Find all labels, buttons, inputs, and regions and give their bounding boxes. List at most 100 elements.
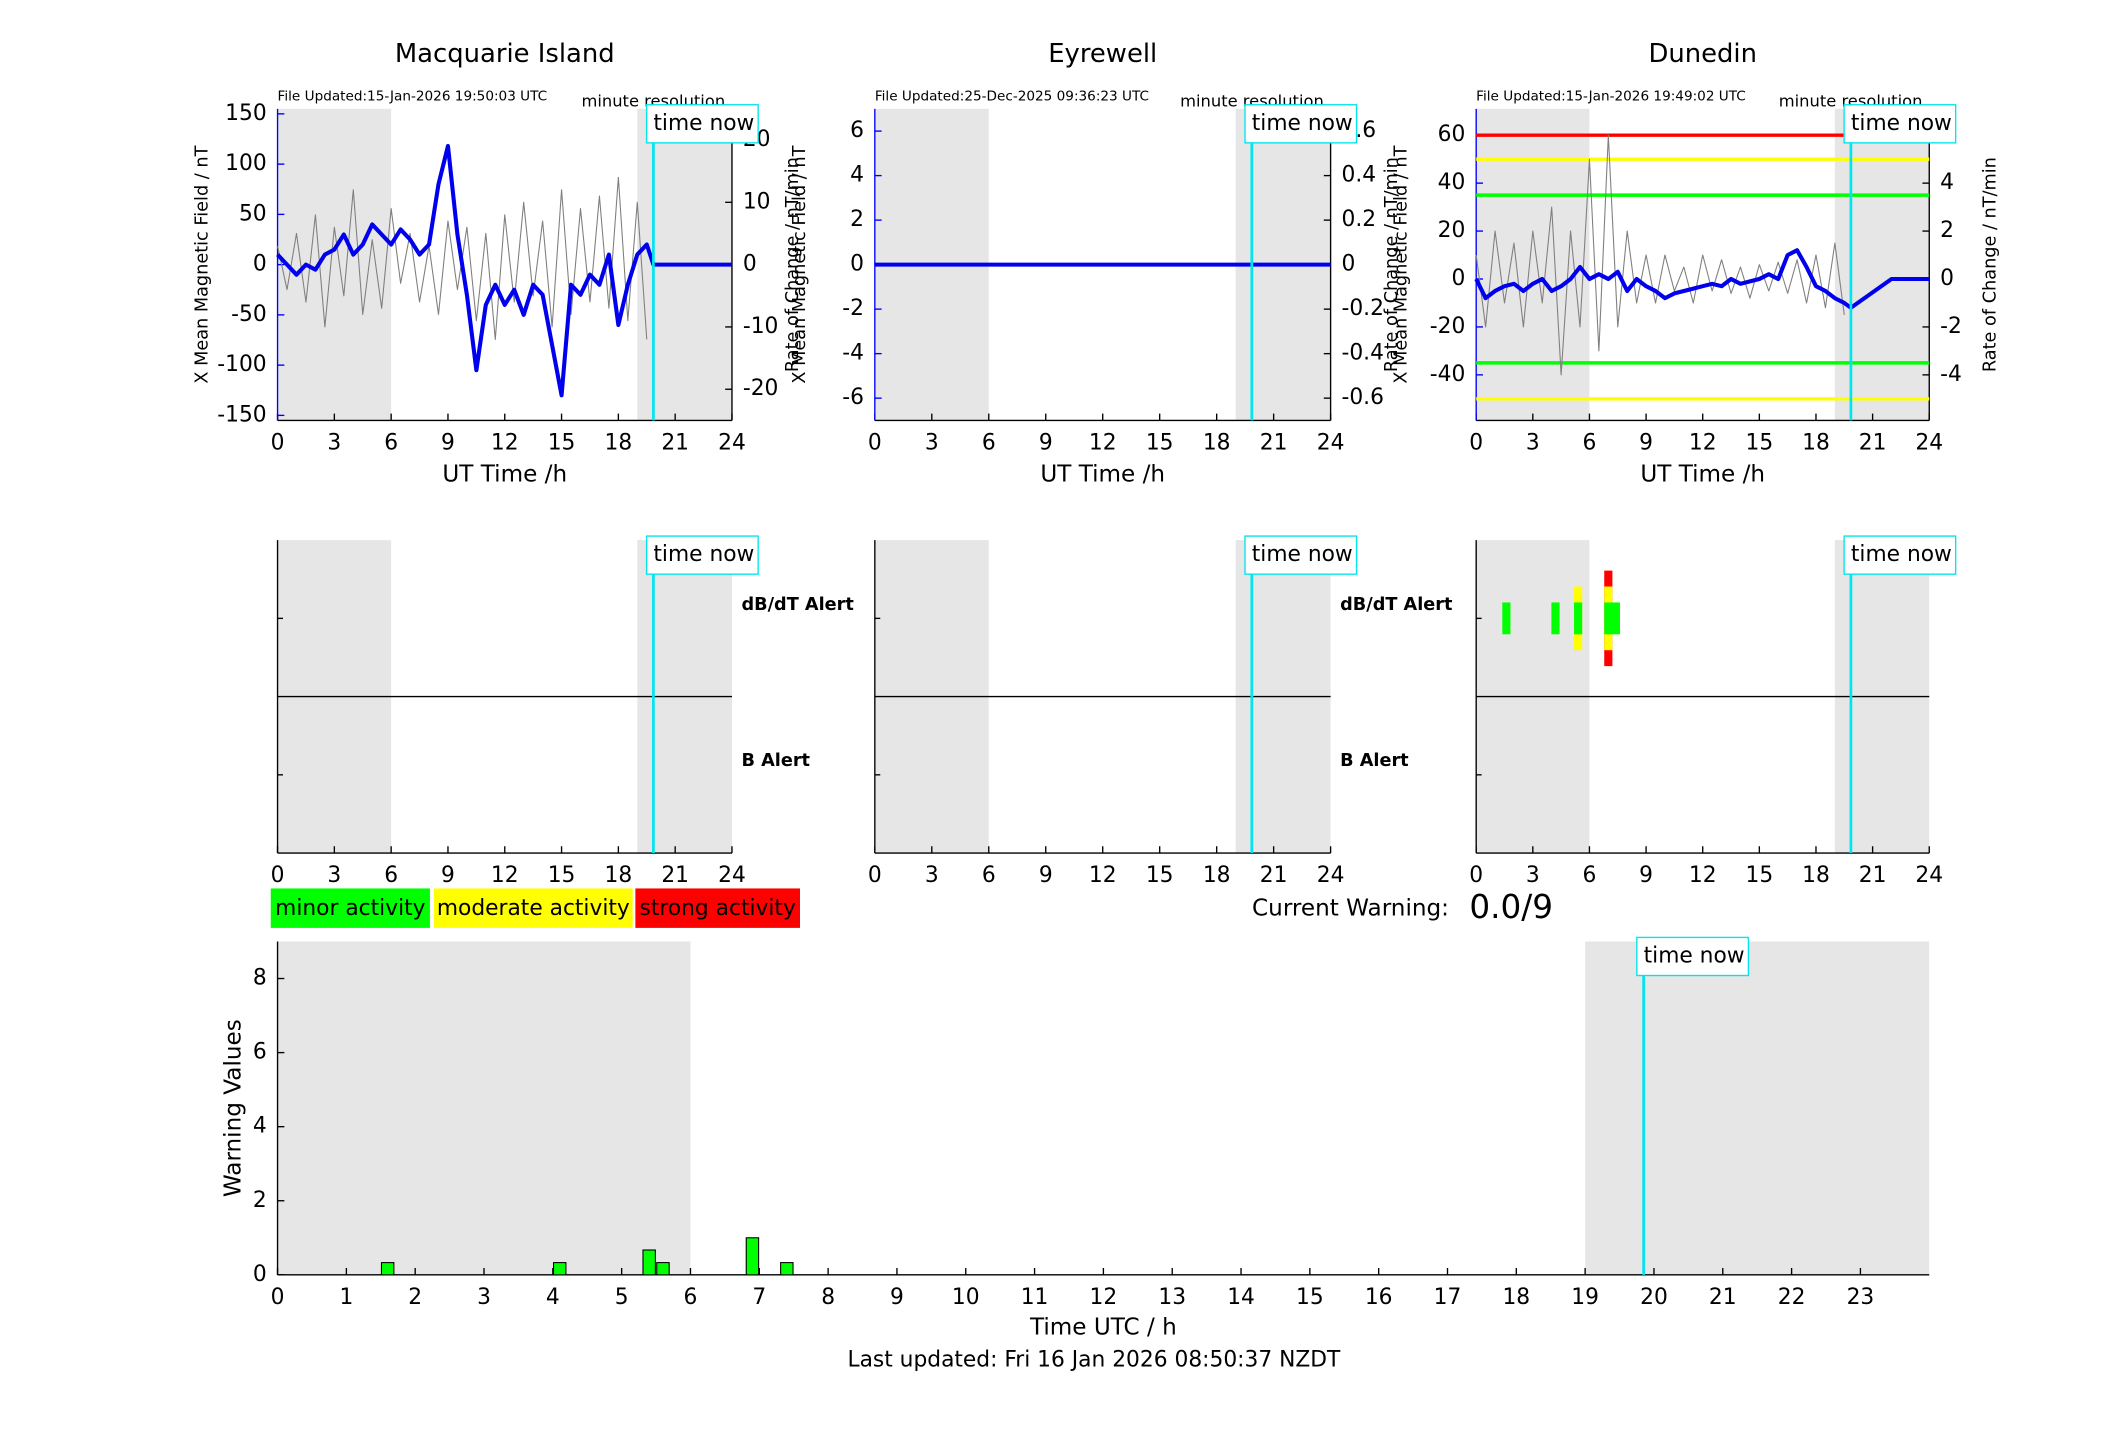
time-now-box bbox=[1244, 104, 1358, 144]
x-tick-label: 10 bbox=[952, 1285, 980, 1310]
x-tick-label: 12 bbox=[1089, 431, 1117, 456]
y-axis-label: Rate of Change / nT/min bbox=[783, 157, 803, 372]
legend-swatch bbox=[270, 888, 430, 928]
bar bbox=[552, 1262, 567, 1276]
file-updated: File Updated:15-Jan-2026 19:50:03 UTC bbox=[278, 89, 548, 105]
y-tick-label: -20 bbox=[1430, 314, 1466, 339]
alert-row-label: dB/dT Alert bbox=[741, 595, 854, 615]
x-tick-label: 0 bbox=[271, 863, 285, 888]
y2-tick-label: 10 bbox=[743, 189, 771, 214]
night-band bbox=[1834, 108, 1930, 421]
y2-tick-label: 2 bbox=[1940, 218, 1954, 243]
file-updated: File Updated:15-Jan-2026 19:49:02 UTC bbox=[1476, 89, 1746, 105]
series-line bbox=[1475, 134, 1845, 376]
bar bbox=[642, 1249, 656, 1276]
x-tick-label: 9 bbox=[1039, 431, 1053, 456]
current-warning-value: 0.0/9 bbox=[1469, 888, 1553, 926]
y-axis-label: X Mean Magnetic Field / nT bbox=[193, 145, 213, 383]
y-tick-label: -100 bbox=[217, 352, 266, 377]
y-tick-label: 40 bbox=[1438, 170, 1466, 195]
y-axis-label: Rate of Change / nT/min bbox=[1382, 157, 1402, 372]
y-tick-label: 8 bbox=[253, 966, 267, 991]
y-axis-label: X Mean Magnetic Field / nT bbox=[1391, 145, 1411, 383]
x-tick-label: 0 bbox=[271, 1285, 285, 1310]
x-tick-label: 24 bbox=[718, 431, 746, 456]
x-tick-label: 24 bbox=[1915, 863, 1943, 888]
x-tick-label: 18 bbox=[605, 863, 633, 888]
y-tick-label: 100 bbox=[225, 151, 267, 176]
x-tick-label: 6 bbox=[684, 1285, 698, 1310]
x-tick-label: 18 bbox=[1502, 1285, 1530, 1310]
time-now-label: time now bbox=[1252, 111, 1353, 136]
time-now-label: time now bbox=[653, 111, 754, 136]
y-tick-label: 0 bbox=[1451, 266, 1465, 291]
x-tick-label: 14 bbox=[1227, 1285, 1255, 1310]
chart-title: Eyrewell bbox=[1048, 39, 1157, 69]
x-tick-label: 21 bbox=[1859, 431, 1887, 456]
y2-tick-label: -2 bbox=[1940, 314, 1962, 339]
time-now-box bbox=[1843, 104, 1957, 144]
x-tick-label: 18 bbox=[605, 431, 633, 456]
alert-mark bbox=[1611, 602, 1620, 635]
time-now-box bbox=[1843, 535, 1957, 575]
x-tick-label: 12 bbox=[1689, 863, 1717, 888]
time-now-box bbox=[645, 104, 759, 144]
y2-tick-label: -0.6 bbox=[1341, 385, 1383, 410]
y-axis-label: Warning Values bbox=[221, 1019, 247, 1197]
y-tick-label: 60 bbox=[1438, 122, 1466, 147]
x-axis-label: UT Time /h bbox=[442, 461, 567, 487]
night-band bbox=[277, 941, 691, 1275]
x-tick-label: 15 bbox=[1746, 431, 1774, 456]
x-tick-label: 0 bbox=[1469, 863, 1483, 888]
x-tick-label: 6 bbox=[982, 431, 996, 456]
x-tick-label: 3 bbox=[1526, 863, 1540, 888]
y-tick-label: -6 bbox=[842, 385, 864, 410]
time-now-label: time now bbox=[653, 542, 754, 567]
x-tick-label: 15 bbox=[548, 431, 576, 456]
y2-tick-label: -4 bbox=[1940, 362, 1962, 387]
y-tick-label: 0 bbox=[253, 252, 267, 277]
x-tick-label: 15 bbox=[1146, 431, 1174, 456]
y2-tick-label: -0.4 bbox=[1341, 341, 1383, 366]
legend-label: moderate activity bbox=[437, 896, 630, 921]
alert-mark bbox=[1551, 602, 1560, 635]
night-band bbox=[1476, 108, 1590, 421]
x-tick-label: 12 bbox=[491, 431, 519, 456]
x-tick-label: 9 bbox=[1639, 431, 1653, 456]
x-tick-label: 18 bbox=[1802, 431, 1830, 456]
time-now-box bbox=[1244, 535, 1358, 575]
x-tick-label: 3 bbox=[477, 1285, 491, 1310]
y2-tick-label: 0.2 bbox=[1341, 207, 1376, 232]
x-tick-label: 9 bbox=[1639, 863, 1653, 888]
alert-row-label: dB/dT Alert bbox=[1340, 595, 1453, 615]
x-tick-label: 21 bbox=[661, 431, 689, 456]
x-tick-label: 24 bbox=[1317, 863, 1345, 888]
bar bbox=[780, 1262, 794, 1276]
x-axis-label: UT Time /h bbox=[1640, 461, 1765, 487]
bar bbox=[745, 1237, 760, 1276]
x-tick-label: 12 bbox=[491, 863, 519, 888]
x-tick-label: 12 bbox=[1089, 863, 1117, 888]
y-tick-label: 20 bbox=[1438, 218, 1466, 243]
footer: Last updated: Fri 16 Jan 2026 08:50:37 N… bbox=[847, 1348, 1341, 1373]
x-tick-label: 24 bbox=[1915, 431, 1943, 456]
legend-label: minor activity bbox=[275, 896, 425, 921]
x-tick-label: 21 bbox=[661, 863, 689, 888]
y2-tick-label: 0 bbox=[1341, 252, 1355, 277]
current-warning-label: Current Warning: bbox=[1252, 895, 1449, 921]
x-tick-label: 15 bbox=[1746, 863, 1774, 888]
x-tick-label: 15 bbox=[1296, 1285, 1324, 1310]
y-axis-label: Rate of Change / nT/min bbox=[1980, 157, 2000, 372]
x-tick-label: 12 bbox=[1689, 431, 1717, 456]
y-tick-label: -2 bbox=[842, 296, 864, 321]
x-tick-label: 13 bbox=[1158, 1285, 1186, 1310]
x-tick-label: 15 bbox=[548, 863, 576, 888]
series-line bbox=[1474, 248, 1930, 310]
y-tick-label: -40 bbox=[1430, 362, 1466, 387]
x-tick-label: 3 bbox=[1526, 431, 1540, 456]
y-tick-label: 2 bbox=[253, 1188, 267, 1213]
x-axis-label: UT Time /h bbox=[1040, 461, 1165, 487]
alert-mark bbox=[1574, 602, 1583, 635]
y-tick-label: 0 bbox=[253, 1262, 267, 1287]
